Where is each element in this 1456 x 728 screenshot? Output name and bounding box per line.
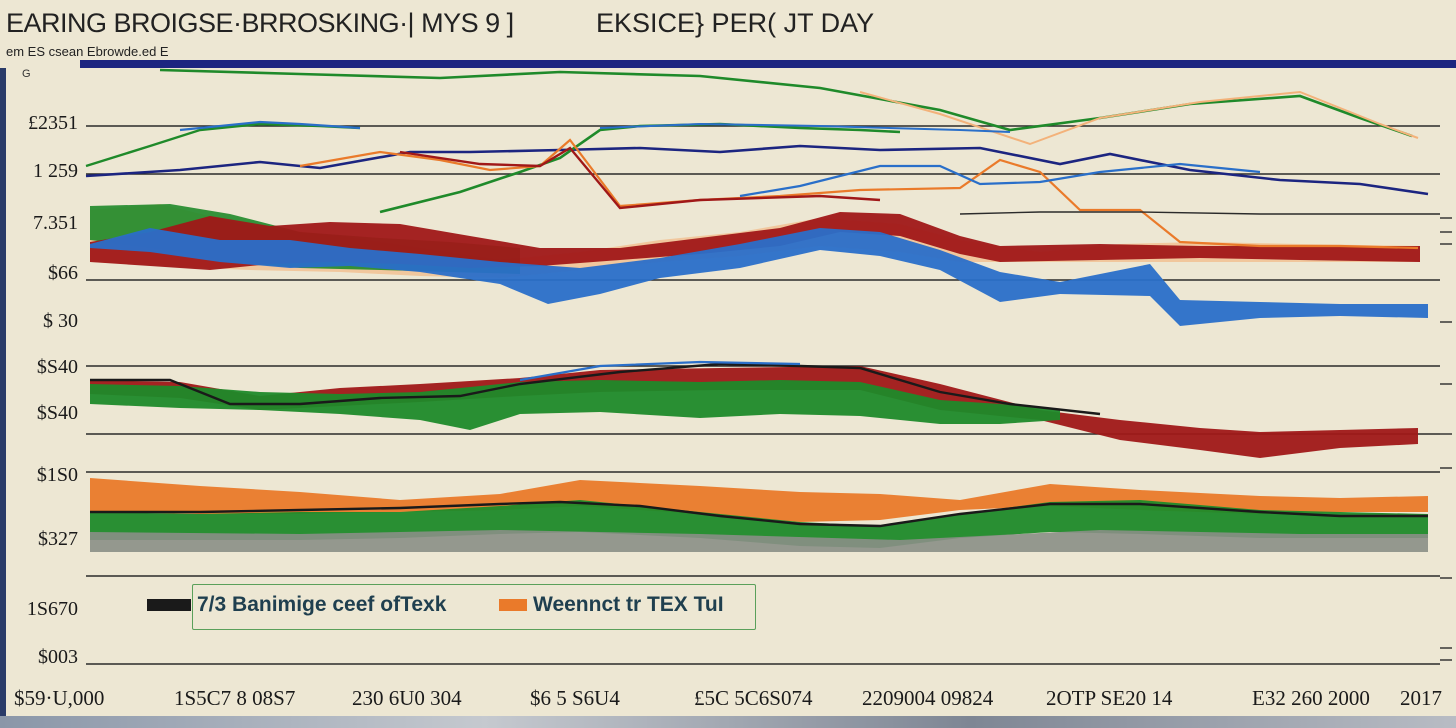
- line-top-green: [159, 68, 1413, 138]
- line-upper-orange: [299, 138, 1419, 250]
- legend-label-2: Weennct tr TEX TuI: [533, 593, 724, 616]
- area-mid-red: [90, 366, 1418, 458]
- line-series: [85, 68, 1440, 528]
- y-tick-label: $S40: [36, 402, 78, 424]
- area-upper-blue: [90, 228, 1428, 326]
- area-mid-green: [90, 380, 1060, 430]
- y-tick-label: £2351: [28, 112, 78, 134]
- area-layers: [90, 204, 1428, 552]
- line-upper-red: [399, 146, 881, 210]
- y-tick-label: $66: [48, 262, 78, 284]
- left-frame-bar: [0, 68, 6, 728]
- line-lower-dark: [90, 500, 1428, 528]
- legend-label-1: 7/3 Banimige ceef ofTexk: [197, 593, 447, 616]
- legend-item-2: Weennct tr TEX TuI: [499, 593, 724, 617]
- x-tick-label: 230 6U0 304: [352, 686, 462, 710]
- top-band: [80, 60, 1456, 68]
- x-tick-label: 2017: [1400, 686, 1442, 710]
- bottom-strip: [0, 716, 1456, 728]
- y-tick-label: 1 259: [33, 160, 78, 182]
- y-tick-label: $003: [38, 646, 78, 668]
- x-tick-label: $59·U,000: [14, 686, 105, 710]
- line-mid-dark: [90, 362, 1101, 416]
- y-tick-label: $1S0: [36, 464, 78, 486]
- chart-title: EARING BROIGSE·BRROSKING·| MYS 9 ]: [6, 8, 514, 38]
- legend-swatch-2: [499, 599, 527, 611]
- x-tick-label: $6 5 S6U4: [530, 686, 620, 710]
- x-tick-label: 2209004 09824: [862, 686, 994, 710]
- line-mid-blue: [519, 360, 801, 382]
- x-tick-label: E32 260 2000: [1252, 686, 1370, 710]
- legend-item-1: 7/3 Banimige ceef ofTexk: [147, 593, 446, 617]
- line-upper-blue-long: [739, 162, 1261, 198]
- chart-subtitle: em ES csean Ebrowde.ed E: [6, 44, 169, 59]
- x-tick-label: 2OTP SE20 14: [1046, 686, 1173, 710]
- y-tick-label: 7.351: [33, 212, 78, 234]
- line-upper-green-short: [85, 122, 361, 168]
- legend-swatch-1: [147, 599, 191, 611]
- line-upper-blue-mid: [599, 122, 1011, 133]
- y-tick-label: 1S670: [26, 598, 78, 620]
- x-tick-label: 1S5C7 8 08S7: [174, 686, 296, 710]
- legend: 7/3 Banimige ceef ofTexk Weennct tr TEX …: [147, 584, 756, 630]
- y-tick-label: $327: [38, 528, 78, 550]
- y-tick-label: $S40: [36, 356, 78, 378]
- area-lower-gray: [90, 530, 1428, 552]
- x-tick-label: £5C 5C6S074: [694, 686, 813, 710]
- line-navy: [85, 144, 1429, 196]
- y-tick-label: $ 30: [43, 310, 78, 332]
- line-upper-blue-short: [179, 120, 361, 132]
- corner-mark: G: [22, 68, 31, 80]
- line-upper-dark: [959, 211, 1440, 215]
- line-upper-green-mid: [379, 122, 901, 214]
- line-top-orange: [859, 90, 1419, 146]
- chart-title-right: EKSICE} PER( JT DAY: [596, 8, 875, 38]
